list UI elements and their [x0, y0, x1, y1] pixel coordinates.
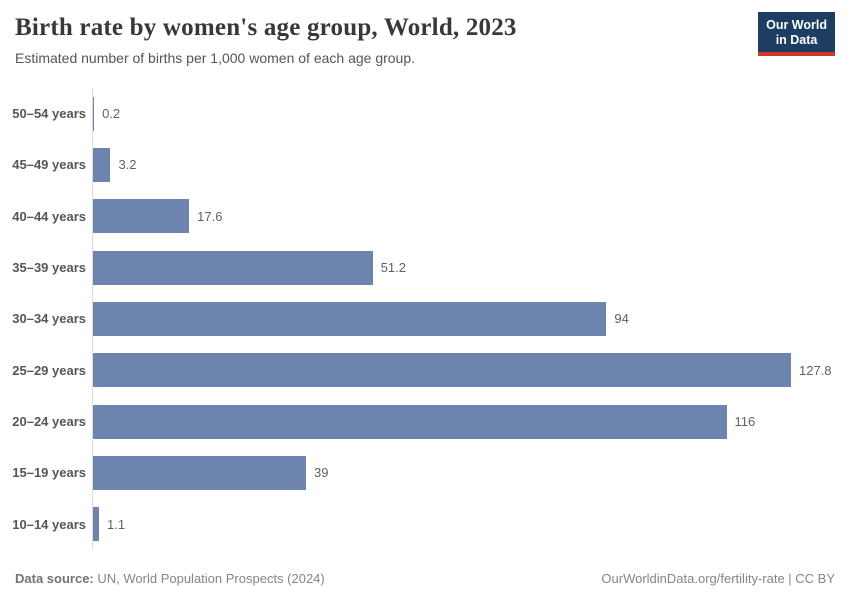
- value-label: 0.2: [102, 106, 121, 122]
- bar-row: 40–44 years 17.6: [0, 190, 850, 242]
- bar-row: 50–54 years 0.2: [0, 88, 850, 140]
- value-label: 116: [734, 414, 756, 430]
- bar-row: 35–39 years 51.2: [0, 241, 850, 294]
- category-label: 35–39 years: [12, 260, 86, 276]
- plot-area: 94: [92, 293, 850, 345]
- category-label: 15–19 years: [12, 465, 86, 481]
- category-label: 50–54 years: [12, 106, 86, 122]
- bar-row: 30–34 years 94: [0, 293, 850, 345]
- owid-logo[interactable]: Our World in Data: [758, 12, 835, 56]
- category-label: 10–14 years: [12, 516, 86, 532]
- bar[interactable]: [93, 147, 111, 182]
- data-source-value: UN, World Population Prospects (2024): [97, 571, 325, 586]
- plot-area: 116: [92, 395, 850, 448]
- data-source-note: Data source: UN, World Population Prospe…: [15, 571, 325, 586]
- owid-logo-line2: in Data: [775, 33, 818, 47]
- bar[interactable]: [93, 250, 373, 285]
- plot-area: 17.6: [92, 190, 850, 242]
- value-label: 1.1: [107, 516, 126, 532]
- bar[interactable]: [93, 507, 99, 542]
- category-label: 40–44 years: [12, 208, 86, 224]
- plot-area: 0.2: [92, 88, 850, 140]
- chart-footer: Data source: UN, World Population Prospe…: [15, 571, 835, 586]
- bar[interactable]: [93, 301, 607, 336]
- bar[interactable]: [93, 96, 95, 131]
- bar-row: 25–29 years 127.8: [0, 344, 850, 396]
- plot-area: 1.1: [92, 498, 850, 550]
- category-label: 45–49 years: [12, 157, 86, 173]
- category-label: 20–24 years: [12, 414, 86, 430]
- value-label: 3.2: [118, 157, 137, 173]
- value-label: 127.8: [799, 362, 832, 378]
- bar-row: 15–19 years 39: [0, 447, 850, 499]
- data-source-label: Data source:: [15, 571, 94, 586]
- bar-row: 45–49 years 3.2: [0, 139, 850, 191]
- value-label: 94: [614, 311, 629, 327]
- bar[interactable]: [93, 404, 727, 439]
- plot-area: 51.2: [92, 241, 850, 294]
- value-label: 39: [314, 465, 329, 481]
- plot-area: 39: [92, 447, 850, 499]
- value-label: 17.6: [197, 208, 223, 224]
- bar[interactable]: [93, 199, 190, 234]
- owid-logo-line1: Our World: [766, 18, 827, 32]
- plot-area: 3.2: [92, 139, 850, 191]
- owid-url-license-link[interactable]: OurWorldinData.org/fertility-rate | CC B…: [601, 571, 835, 586]
- chart-header: Birth rate by women's age group, World, …: [15, 14, 750, 66]
- value-label: 51.2: [380, 260, 406, 276]
- bar[interactable]: [93, 353, 791, 388]
- bar-row: 20–24 years 116: [0, 395, 850, 448]
- plot-area: 127.8: [92, 344, 850, 396]
- bar[interactable]: [93, 455, 306, 490]
- bar-chart: 50–54 years 0.2 45–49 years 3.2 40–44 years 1…: [0, 88, 850, 550]
- category-label: 30–34 years: [12, 311, 86, 327]
- bar-row: 10–14 years 1.1: [0, 498, 850, 550]
- chart-title: Birth rate by women's age group, World, …: [15, 14, 517, 41]
- chart-subtitle: Estimated number of births per 1,000 wom…: [15, 50, 416, 66]
- category-label: 25–29 years: [12, 362, 86, 378]
